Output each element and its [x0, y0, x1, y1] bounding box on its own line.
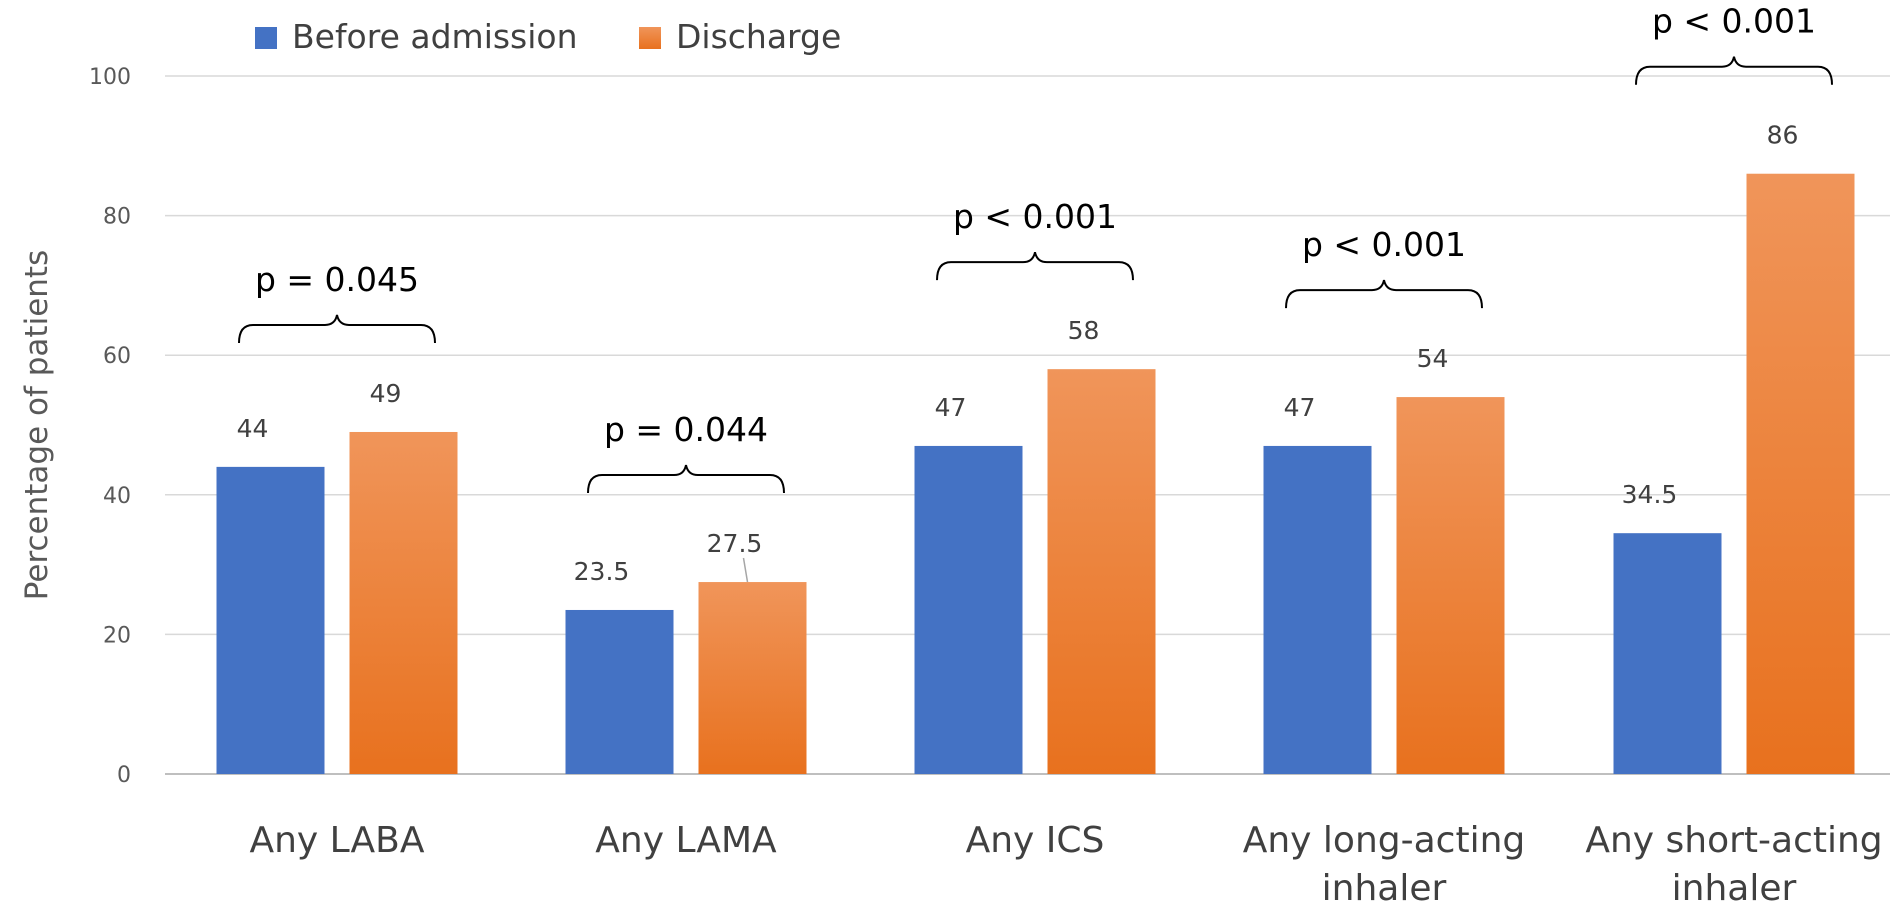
data-label-before-admission: 47 [935, 393, 967, 422]
y-tick-label: 80 [103, 205, 131, 230]
significance-bracket [1635, 56, 1833, 85]
bar-before-admission [1263, 445, 1372, 774]
y-tick-label: 0 [117, 763, 131, 788]
y-tick-label: 100 [89, 65, 131, 90]
p-value-label: p < 0.001 [953, 197, 1117, 236]
y-tick-label: 20 [103, 623, 131, 648]
bar-before-admission [565, 609, 674, 774]
x-category-label: Any LAMA [595, 820, 777, 861]
data-label-discharge: 58 [1068, 316, 1100, 345]
significance-bracket [587, 464, 785, 494]
p-value-label: p = 0.044 [604, 410, 768, 449]
data-label-discharge: 27.5 [707, 529, 763, 558]
legend-discharge-swatch [639, 27, 661, 49]
legend-before-admission-text: Before admission [292, 17, 578, 56]
x-category-label: inhaler [1322, 868, 1447, 909]
p-value-label: p < 0.001 [1652, 2, 1816, 41]
bars [216, 173, 1855, 775]
bar-discharge [1047, 369, 1156, 774]
y-tick-label: 40 [103, 484, 131, 509]
x-category-label: Any ICS [966, 820, 1105, 861]
y-tick-label: 60 [103, 344, 131, 369]
data-label-before-admission: 23.5 [574, 557, 630, 586]
x-category-label: Any short-acting [1585, 820, 1882, 861]
x-category-label: inhaler [1672, 868, 1797, 909]
y-axis-title: Percentage of patients [19, 250, 55, 600]
labels: 0 20 40 60 80 100 Percentage of patients 44 49 An… [19, 2, 1883, 909]
bar-discharge [349, 431, 458, 774]
x-category-label: Any LABA [249, 820, 424, 861]
data-label-before-admission: 34.5 [1622, 480, 1678, 509]
bar-before-admission [1613, 533, 1722, 774]
bar-discharge [1396, 397, 1505, 774]
data-label-discharge: 54 [1417, 344, 1449, 373]
x-category-label: Any long-acting [1243, 820, 1526, 861]
bar-discharge [698, 582, 807, 774]
leader-line [742, 557, 749, 583]
significance-bracket [238, 314, 436, 343]
significance-bracket [936, 251, 1134, 281]
legend: Before admission Discharge [255, 17, 841, 56]
data-label-before-admission: 47 [1284, 393, 1316, 422]
data-label-before-admission: 44 [237, 414, 269, 443]
bar-before-admission [216, 466, 325, 774]
significance-bracket [1285, 279, 1483, 309]
p-value-label: p < 0.001 [1302, 225, 1466, 264]
bar-before-admission [914, 445, 1023, 774]
bar-discharge [1746, 173, 1855, 775]
data-label-discharge: 86 [1767, 121, 1799, 150]
p-value-label: p = 0.045 [255, 260, 419, 299]
legend-before-admission-swatch [255, 27, 277, 49]
legend-discharge-text: Discharge [676, 17, 841, 56]
data-label-discharge: 49 [370, 379, 402, 408]
